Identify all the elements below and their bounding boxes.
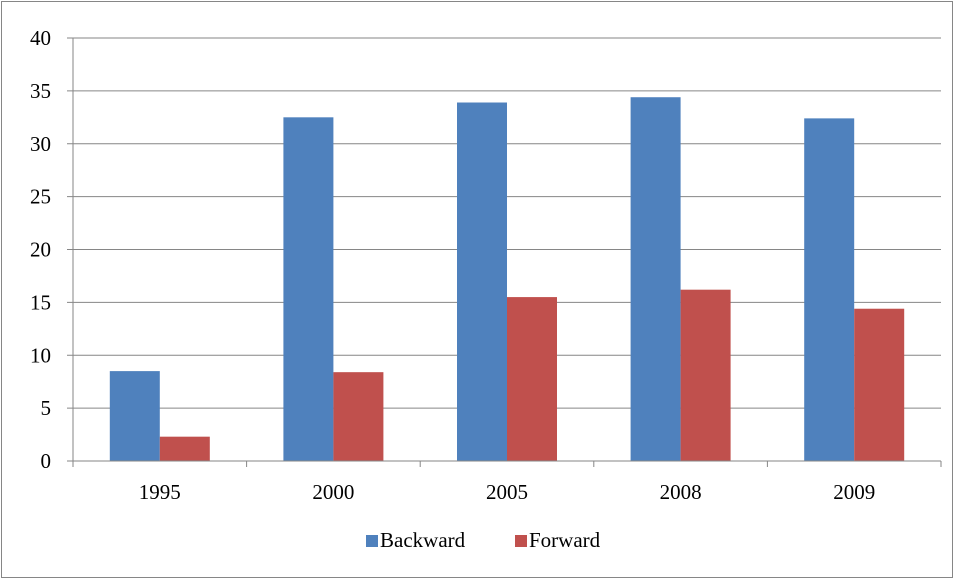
x-tick-label: 2008	[660, 480, 702, 504]
legend-swatch-forward	[515, 535, 527, 547]
x-tick-label: 2009	[833, 480, 875, 504]
x-tick-labels: 1995 2000 2005 2008 2009	[139, 480, 875, 504]
bar-backward-1995	[109, 371, 160, 461]
x-tick-label: 2005	[486, 480, 528, 504]
y-tick-label: 25	[30, 185, 51, 209]
legend-label-forward: Forward	[529, 528, 601, 552]
legend-item-forward: Forward	[515, 528, 601, 552]
y-tick-label: 40	[30, 26, 51, 50]
bar-forward-2008	[680, 289, 731, 461]
x-tick-label: 2000	[312, 480, 354, 504]
legend-label-backward: Backward	[380, 528, 466, 552]
bars	[109, 97, 905, 462]
bar-forward-2005	[507, 297, 557, 461]
y-tick-label: 0	[41, 449, 52, 473]
legend: Backward Forward	[366, 528, 601, 552]
bar-forward-2009	[854, 308, 905, 461]
y-tick-labels: 0 5 10 15 20 25 30 35 40	[30, 26, 51, 473]
y-tick-label: 30	[30, 132, 51, 156]
bar-backward-2008	[630, 97, 681, 461]
axes	[67, 37, 942, 467]
bar-forward-1995	[159, 436, 210, 461]
y-tick-label: 20	[30, 238, 51, 262]
y-tick-label: 10	[30, 343, 51, 367]
y-tick-label: 5	[41, 396, 52, 420]
bar-backward-2009	[804, 118, 855, 462]
x-tick-label: 1995	[139, 480, 181, 504]
bar-backward-2005	[457, 102, 507, 461]
bar-forward-2000	[333, 372, 384, 461]
y-tick-label: 15	[30, 290, 51, 314]
legend-swatch-backward	[366, 535, 378, 547]
bar-backward-2000	[283, 117, 334, 461]
y-tick-label: 35	[30, 79, 51, 103]
legend-item-backward: Backward	[366, 528, 466, 552]
